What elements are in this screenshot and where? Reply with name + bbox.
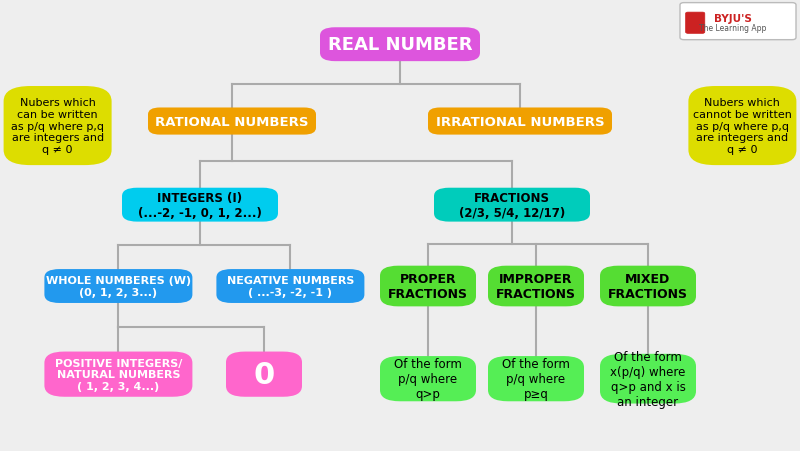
Text: RATIONAL NUMBERS: RATIONAL NUMBERS [155, 115, 309, 128]
Text: WHOLE NUMBERES (W)
(0, 1, 2, 3...): WHOLE NUMBERES (W) (0, 1, 2, 3...) [46, 276, 191, 297]
FancyBboxPatch shape [600, 354, 696, 404]
FancyBboxPatch shape [44, 352, 193, 397]
Text: Of the form
p/q where
p≥q: Of the form p/q where p≥q [502, 357, 570, 400]
FancyBboxPatch shape [488, 266, 584, 307]
Text: POSITIVE INTEGERS/
NATURAL NUMBERS
( 1, 2, 3, 4...): POSITIVE INTEGERS/ NATURAL NUMBERS ( 1, … [54, 358, 182, 391]
Text: INTEGERS (I)
(...-2, -1, 0, 1, 2...): INTEGERS (I) (...-2, -1, 0, 1, 2...) [138, 191, 262, 219]
FancyBboxPatch shape [148, 108, 316, 135]
Text: 0: 0 [254, 360, 274, 389]
FancyBboxPatch shape [428, 108, 612, 135]
Text: REAL NUMBER: REAL NUMBER [328, 36, 472, 54]
FancyBboxPatch shape [686, 13, 705, 34]
FancyBboxPatch shape [488, 356, 584, 401]
Text: MIXED
FRACTIONS: MIXED FRACTIONS [608, 272, 688, 300]
Text: PROPER
FRACTIONS: PROPER FRACTIONS [388, 272, 468, 300]
FancyBboxPatch shape [320, 28, 480, 62]
Text: Nubers which
cannot be written
as p/q where p,q
are integers and
q ≠ 0: Nubers which cannot be written as p/q wh… [693, 98, 792, 154]
Text: Nubers which
can be written
as p/q where p,q
are integers and
q ≠ 0: Nubers which can be written as p/q where… [11, 98, 104, 154]
FancyBboxPatch shape [122, 189, 278, 222]
FancyBboxPatch shape [380, 266, 476, 307]
Text: IRRATIONAL NUMBERS: IRRATIONAL NUMBERS [436, 115, 604, 128]
Text: Of the form
p/q where
q>p: Of the form p/q where q>p [394, 357, 462, 400]
Text: BYJU'S: BYJU'S [714, 14, 752, 24]
FancyBboxPatch shape [216, 269, 364, 303]
FancyBboxPatch shape [44, 269, 193, 303]
FancyBboxPatch shape [380, 356, 476, 401]
FancyBboxPatch shape [3, 87, 112, 166]
FancyBboxPatch shape [680, 4, 796, 41]
FancyBboxPatch shape [226, 352, 302, 397]
FancyBboxPatch shape [689, 87, 797, 166]
FancyBboxPatch shape [434, 189, 590, 222]
Text: IMPROPER
FRACTIONS: IMPROPER FRACTIONS [496, 272, 576, 300]
Text: Of the form
x(p/q) where
q>p and x is
an integer: Of the form x(p/q) where q>p and x is an… [610, 350, 686, 408]
Text: FRACTIONS
(2/3, 5/4, 12/17): FRACTIONS (2/3, 5/4, 12/17) [459, 191, 565, 219]
FancyBboxPatch shape [600, 266, 696, 307]
Text: The Learning App: The Learning App [699, 23, 766, 32]
Text: NEGATIVE NUMBERS
( ...-3, -2, -1 ): NEGATIVE NUMBERS ( ...-3, -2, -1 ) [226, 276, 354, 297]
